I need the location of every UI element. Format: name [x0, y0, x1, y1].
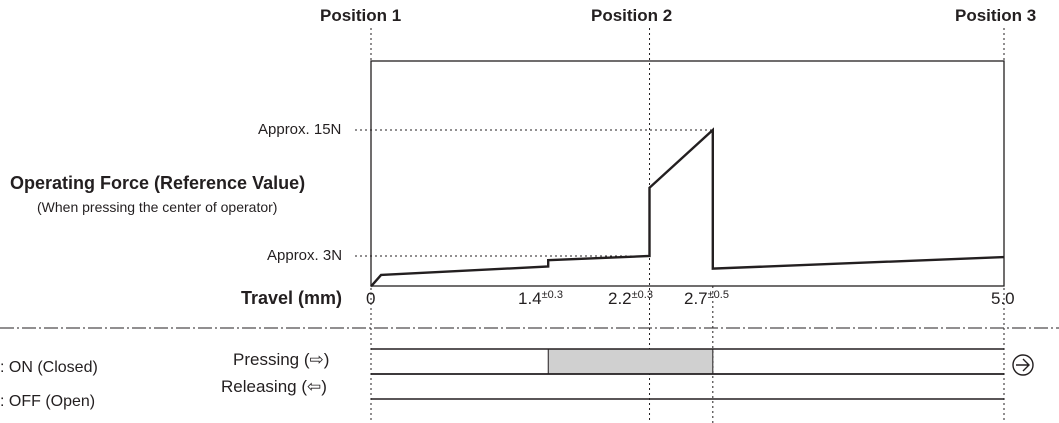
position-1-label: Position 1: [320, 6, 402, 25]
releasing-row-label: Releasing (⇦): [221, 377, 327, 396]
x-tick-0: 0: [366, 289, 375, 309]
pressing-row-label: Pressing (⇨): [233, 350, 330, 369]
y-axis-title: Operating Force (Reference Value): [10, 173, 306, 193]
on-interval-bar: [547, 348, 714, 375]
x-tick-2.2: 2.2±0.3: [608, 289, 653, 309]
legend-off: : OFF (Open): [0, 393, 96, 410]
force-curve-line: [370, 127, 1005, 288]
y-reference-label-high: Approx. 15N: [258, 121, 342, 138]
x-tick-label: 5.0: [991, 289, 1015, 308]
x-tick-label: 2.7: [684, 289, 708, 308]
x-tick-tolerance: ±0.3: [541, 289, 563, 301]
x-tick-label: 1.4: [518, 289, 542, 308]
x-tick-2.7: 2.7±0.5: [684, 289, 729, 309]
plot-frame: [370, 60, 1005, 287]
y-reference-label-low: Approx. 3N: [267, 247, 343, 264]
x-tick-label: 0: [366, 289, 376, 308]
x-axis-title: Travel (mm): [241, 288, 343, 308]
x-tick-5.0: 5.0: [991, 289, 1015, 309]
position-2-label: Position 2: [591, 6, 673, 25]
position-3-label: Position 3: [955, 6, 1037, 25]
x-tick-1.4: 1.4±0.3: [518, 289, 563, 309]
right-arrow-circle-icon: [1012, 354, 1034, 376]
y-axis-note: (When pressing the center of operator): [37, 199, 278, 215]
x-tick-label: 2.2: [608, 289, 632, 308]
x-tick-tolerance: ±0.3: [631, 289, 653, 301]
legend-on: : ON (Closed): [0, 359, 98, 376]
x-tick-tolerance: ±0.5: [707, 289, 729, 301]
